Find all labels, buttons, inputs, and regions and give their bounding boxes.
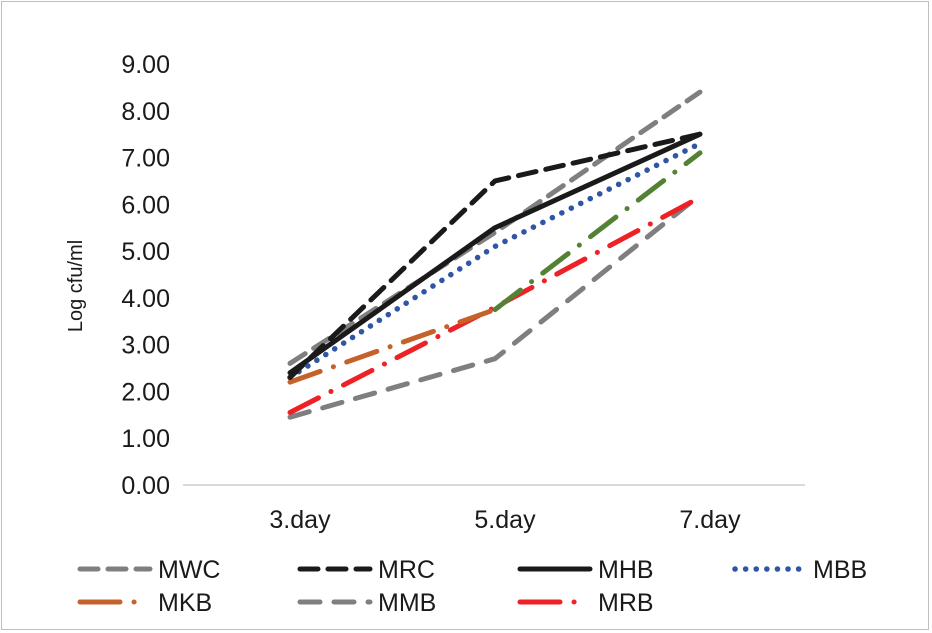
y-axis-label: Log cfu/ml: [65, 240, 87, 332]
legend-label: MKB: [158, 589, 212, 617]
legend-label: MHB: [598, 556, 654, 584]
series-line-mkb-segment: [492, 150, 703, 313]
series-line-mkb: [287, 307, 498, 385]
x-tick-label: 5.day: [474, 506, 536, 534]
y-tick-label: 3.00: [121, 332, 170, 360]
series-line-mrc: [287, 131, 703, 380]
x-tick-label: 7.day: [679, 506, 741, 534]
legend-label: MWC: [158, 556, 220, 584]
y-tick-label: 7.00: [121, 145, 170, 173]
legend-item-mkb[interactable]: MKB: [77, 589, 212, 617]
series-line-mwc: [287, 89, 703, 366]
y-tick-label: 9.00: [121, 51, 170, 79]
y-tick-label: 4.00: [121, 285, 170, 313]
legend-item-mbb[interactable]: MBB: [732, 556, 867, 584]
y-tick-label: 8.00: [121, 98, 170, 126]
legend-item-mrc[interactable]: MRC: [297, 556, 435, 584]
series-line-mrb: [287, 194, 703, 415]
series-line-mmb: [287, 192, 703, 420]
series-line-mhb: [287, 131, 703, 376]
y-tick-label: 6.00: [121, 191, 170, 219]
y-tick-label: 5.00: [121, 238, 170, 266]
y-tick-label: 2.00: [121, 378, 170, 406]
legend-label: MRB: [598, 589, 654, 617]
legend-item-mmb[interactable]: MMB: [297, 589, 436, 617]
legend-label: MBB: [813, 556, 867, 584]
y-tick-label: 0.00: [121, 472, 170, 500]
legend-label: MRC: [378, 556, 435, 584]
series-line-mbb: [287, 140, 703, 381]
legend-item-mwc[interactable]: MWC: [77, 556, 220, 584]
legend-item-mhb[interactable]: MHB: [517, 556, 654, 584]
legend-label: MMB: [378, 589, 436, 617]
x-tick-label: 3.day: [269, 506, 331, 534]
y-tick-label: 1.00: [121, 425, 170, 453]
legend-item-mrb[interactable]: MRB: [517, 589, 654, 617]
